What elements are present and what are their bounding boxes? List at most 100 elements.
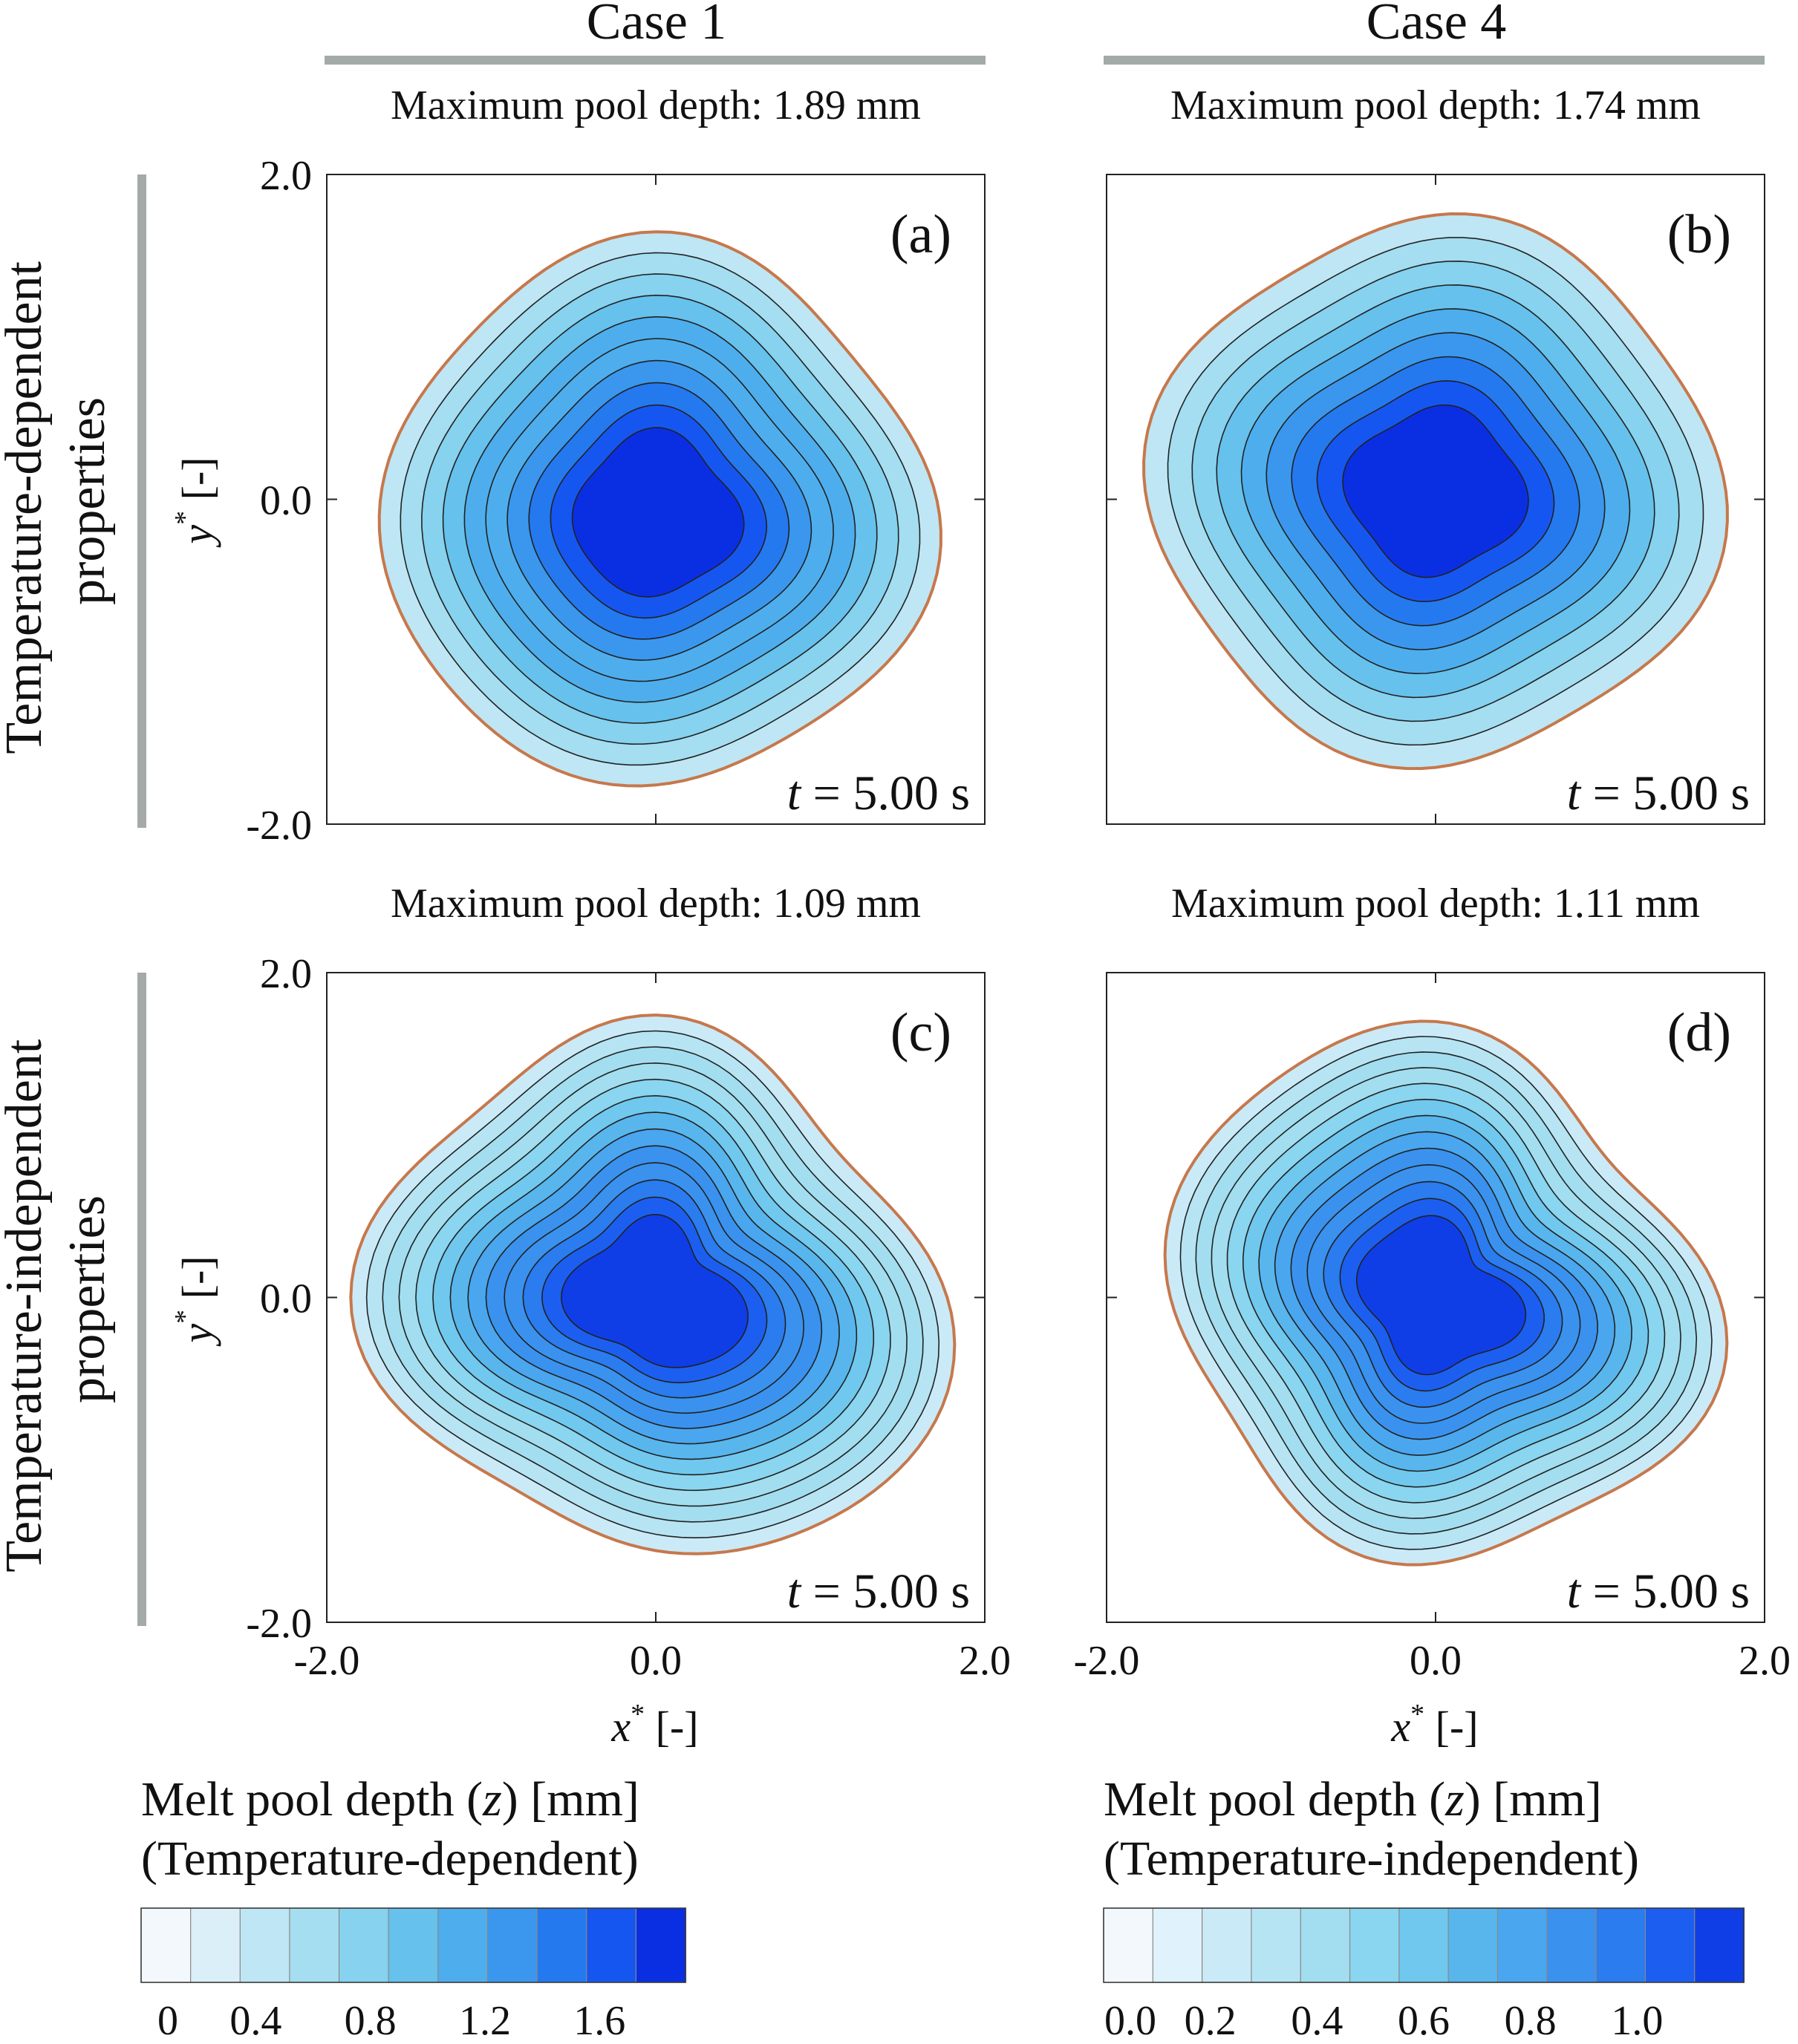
time-symbol: t bbox=[787, 766, 802, 820]
x-axis-label-right-symbol: x bbox=[1390, 1702, 1410, 1751]
x-axis-label-left-sup: * bbox=[631, 1699, 645, 1730]
contour-level bbox=[1342, 404, 1529, 578]
colorbar-swatch bbox=[1595, 1907, 1646, 1983]
time-symbol: t bbox=[1567, 766, 1582, 820]
colorbar-swatch bbox=[1349, 1907, 1400, 1983]
row-rule-temperature-dependent bbox=[137, 174, 146, 828]
x-tick-label: 0.0 bbox=[630, 1638, 682, 1684]
x-axis-label-right-sup: * bbox=[1410, 1699, 1424, 1730]
y-tick-label: 0.0 bbox=[260, 1276, 312, 1322]
y-axis-label-bottom-symbol: y bbox=[173, 1324, 221, 1347]
colorbar-swatch bbox=[1300, 1907, 1351, 1983]
panel-d: Maximum pool depth: 1.11 mm (d) t = 5.00 s… bbox=[1074, 881, 1791, 1684]
panel-title: Maximum pool depth: 1.09 mm bbox=[391, 881, 921, 927]
y-tick-label: -2.0 bbox=[246, 1601, 312, 1647]
colorbar-swatch bbox=[586, 1907, 637, 1983]
row-label-ti-line2: properties bbox=[59, 1195, 116, 1403]
time-label: t = 5.00 s bbox=[1567, 766, 1750, 820]
tick-marks bbox=[326, 174, 986, 825]
colorbar-right-title-sym: z bbox=[1444, 1772, 1465, 1826]
time-value: = 5.00 s bbox=[801, 766, 970, 820]
y-axis-label-bottom-sup: * bbox=[169, 1310, 201, 1324]
y-axis-label-top-symbol: y bbox=[173, 525, 221, 548]
panel-b: Maximum pool depth: 1.74 mm (b) t = 5.00 s bbox=[1106, 82, 1765, 825]
time-value: = 5.00 s bbox=[1580, 1564, 1750, 1619]
colorbar-swatch bbox=[1546, 1907, 1597, 1983]
y-tick-label: 0.0 bbox=[260, 478, 312, 524]
time-symbol: t bbox=[787, 1564, 802, 1619]
x-axis-label-right-unit: [-] bbox=[1424, 1702, 1478, 1751]
panel-a: Maximum pool depth: 1.89 mm (a) t = 5.00 s… bbox=[246, 82, 986, 849]
colorbar-left-title-line1: Melt pool depth (z) [mm] bbox=[141, 1772, 639, 1826]
colorbar-left-title-post: ) [mm] bbox=[502, 1772, 639, 1826]
colorbar-swatch bbox=[1694, 1907, 1745, 1983]
colorbar-tick-label: 0.8 bbox=[1505, 1998, 1557, 2044]
colorbar-temperature-dependent: 0 0.4 0.8 1.2 1.6 bbox=[140, 1907, 687, 2044]
time-value: = 5.00 s bbox=[801, 1564, 970, 1619]
y-axis-label-top-unit: [-] bbox=[173, 457, 221, 510]
y-tick-label: -2.0 bbox=[246, 803, 312, 849]
column-header-rule-case4 bbox=[1104, 56, 1765, 65]
contour-set bbox=[1142, 212, 1729, 771]
time-label: t = 5.00 s bbox=[1567, 1564, 1750, 1619]
time-symbol: t bbox=[1567, 1564, 1582, 1619]
colorbar-tick-label: 0.6 bbox=[1398, 1998, 1450, 2044]
x-tick-label: 2.0 bbox=[959, 1638, 1011, 1684]
panel-c: Maximum pool depth: 1.09 mm (c) t = 5.00 s… bbox=[246, 881, 1011, 1684]
tick-marks bbox=[1106, 174, 1765, 825]
contour-level bbox=[571, 427, 745, 598]
contour-level bbox=[561, 1213, 749, 1368]
contour-set bbox=[349, 1013, 957, 1555]
panel-letter: (c) bbox=[890, 1002, 951, 1063]
colorbar-tick-label: 0.4 bbox=[1291, 1998, 1343, 2044]
colorbar-right-title-pre: Melt pool depth ( bbox=[1104, 1772, 1445, 1826]
x-axis-label-left: x* [-] bbox=[610, 1699, 698, 1751]
y-tick-label: 2.0 bbox=[260, 951, 312, 997]
colorbar-left-title-pre: Melt pool depth ( bbox=[141, 1772, 483, 1826]
panel-letter: (b) bbox=[1667, 204, 1731, 265]
colorbar-frame bbox=[1103, 1907, 1745, 1983]
colorbar-tick-label: 1.6 bbox=[573, 1998, 625, 2044]
colorbar-tick-label: 1.0 bbox=[1611, 1998, 1663, 2044]
row-rule-temperature-independent bbox=[137, 973, 146, 1626]
row-label-td-line2: properties bbox=[59, 397, 116, 605]
x-tick-label: 2.0 bbox=[1739, 1638, 1791, 1684]
colorbar-frame bbox=[140, 1907, 686, 1983]
colorbar-right-title-line2: (Temperature-independent) bbox=[1104, 1832, 1639, 1886]
colorbar-swatch bbox=[338, 1907, 390, 1983]
colorbar-swatch bbox=[190, 1907, 241, 1983]
colorbar-right-title-line1: Melt pool depth (z) [mm] bbox=[1104, 1772, 1602, 1826]
colorbar-tick-label: 0.0 bbox=[1104, 1998, 1156, 2044]
colorbar-swatch bbox=[635, 1907, 687, 1983]
row-label-td-line1: Temperature-dependent bbox=[0, 261, 53, 754]
row-label-temperature-independent: Temperature-independent properties bbox=[0, 1026, 116, 1573]
colorbar-tick-label: 0.8 bbox=[345, 1998, 397, 2044]
colorbar-tick-label: 1.2 bbox=[459, 1998, 511, 2044]
contour-level bbox=[1355, 1215, 1527, 1376]
colorbar-tick-label: 0.4 bbox=[229, 1998, 281, 2044]
colorbar-swatch bbox=[486, 1907, 538, 1983]
x-tick-label: 0.0 bbox=[1410, 1638, 1462, 1684]
tick-marks bbox=[1106, 972, 1765, 1623]
x-tick-label: -2.0 bbox=[1074, 1638, 1140, 1684]
colorbar-swatch bbox=[1251, 1907, 1302, 1983]
colorbar-swatch bbox=[1152, 1907, 1203, 1983]
colorbar-tick-label: 0 bbox=[157, 1998, 178, 2044]
y-tick-label: 2.0 bbox=[260, 153, 312, 199]
colorbar-swatch bbox=[388, 1907, 439, 1983]
row-label-ti-line1: Temperature-independent bbox=[0, 1039, 53, 1573]
contour-set bbox=[377, 230, 942, 788]
colorbar-right-title-post: ) [mm] bbox=[1465, 1772, 1602, 1826]
contour-set bbox=[1163, 1019, 1729, 1567]
colorbar-swatch bbox=[140, 1907, 192, 1983]
colorbar-tick-label: 0.2 bbox=[1185, 1998, 1237, 2044]
colorbar-swatch bbox=[1644, 1907, 1696, 1983]
panel-title: Maximum pool depth: 1.89 mm bbox=[391, 82, 921, 128]
colorbar-left-title-sym: z bbox=[482, 1772, 502, 1826]
panel-letter: (d) bbox=[1667, 1002, 1731, 1063]
colorbar-temperature-independent: 0.0 0.2 0.4 0.6 0.8 1.0 bbox=[1103, 1907, 1745, 2044]
column-header-rule-case1 bbox=[325, 56, 986, 65]
time-label: t = 5.00 s bbox=[787, 1564, 970, 1619]
colorbar-swatch bbox=[289, 1907, 340, 1983]
colorbar-swatch bbox=[437, 1907, 489, 1983]
